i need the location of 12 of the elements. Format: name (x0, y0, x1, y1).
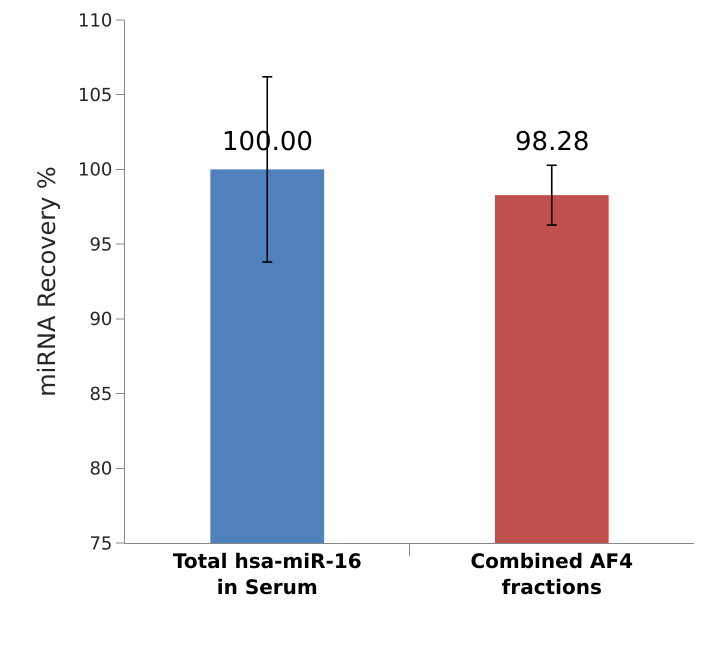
y-tick-label: 80 (89, 458, 112, 480)
y-tick-label: 95 (89, 234, 112, 256)
data-label: 98.28 (515, 127, 590, 157)
y-tick-label: 105 (78, 85, 112, 106)
x-tick-label: Total hsa-miR-16 in Serum (172, 549, 362, 599)
y-tick-label: 110 (78, 10, 112, 32)
y-tick-label: 90 (89, 309, 112, 330)
y-tick-label: 85 (89, 384, 112, 405)
x-tick-label: Combined AF4 fractions (470, 549, 634, 599)
y-tick-label: 100 (78, 160, 112, 181)
y-tick-label: 75 (89, 533, 112, 554)
y-axis-title: miRNA Recovery % (33, 166, 62, 397)
